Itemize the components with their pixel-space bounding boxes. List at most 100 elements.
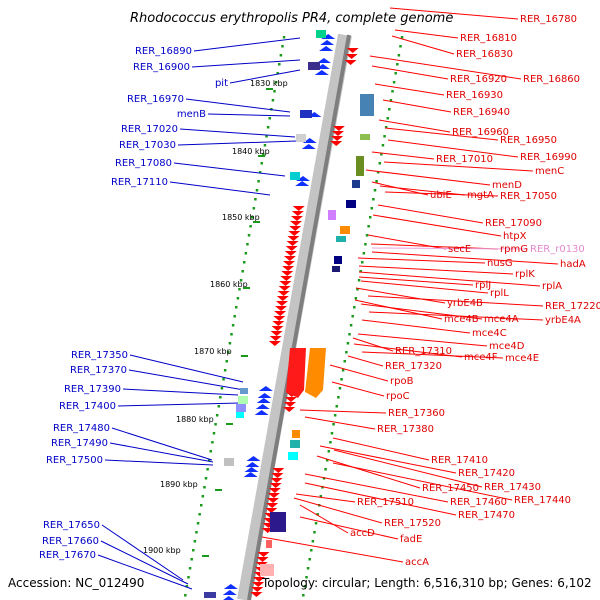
kbp-tick-label: 1890 kbp [160, 480, 198, 489]
gene-label-right: mce4F [464, 352, 498, 363]
gene-label-right: RER_16780 [520, 14, 577, 25]
gene-block [292, 430, 300, 438]
gene-label-right: RER_17520 [384, 518, 441, 529]
leader-line-right [358, 276, 474, 286]
gene-block [296, 134, 306, 142]
rpoB-gene [286, 348, 306, 398]
reverse-gene-arrow [272, 321, 285, 326]
reverse-gene-arrow [270, 478, 283, 483]
tick-dot [346, 342, 350, 345]
gene-label-right: fadE [400, 534, 422, 545]
leader-line-right [371, 251, 559, 265]
gene-label-right: RER_16950 [500, 135, 557, 146]
gene-block [300, 110, 312, 118]
forward-gene-arrow [301, 144, 316, 149]
reverse-gene-arrow [269, 336, 282, 341]
rna-label-right: RER_r0130 [530, 244, 585, 255]
forward-gene-arrow [223, 584, 238, 589]
gene-label-right: menD [492, 180, 522, 191]
leader-line-right [369, 55, 522, 80]
leader-line-left [100, 540, 189, 585]
gene-label-right: RER_17440 [514, 495, 571, 506]
tick-dot [311, 540, 315, 543]
gene-label-left: menB [177, 109, 206, 120]
tick-dot [271, 99, 275, 102]
reverse-gene-arrow [269, 483, 282, 488]
reverse-gene-arrow [267, 498, 280, 503]
reverse-gene-arrow [257, 552, 270, 557]
gene-label-left: RER_16970 [127, 94, 184, 105]
tick-dot [324, 468, 327, 471]
gene-block [360, 94, 374, 116]
tick-dot [338, 387, 342, 390]
gene-label-left: RER_17400 [59, 401, 116, 412]
tick-dot [268, 117, 271, 120]
gene-label-left: pit [215, 78, 228, 89]
tick-dot [356, 288, 359, 291]
tick-dot [378, 162, 382, 165]
gene-label-right: RER_17380 [377, 424, 434, 435]
tick-dot [353, 306, 356, 309]
tick-dot [354, 297, 358, 300]
tick-dot [199, 504, 203, 507]
gene-label-right: RER_17090 [485, 218, 542, 229]
forward-gene-arrow [258, 386, 273, 391]
gene-label-right: mce4D [489, 341, 525, 352]
reverse-gene-arrow [345, 54, 358, 59]
tick-dot [233, 315, 236, 318]
reverse-gene-arrow [275, 301, 288, 306]
topology-text: Topology: circular; Length: 6,516,310 bp… [261, 576, 592, 590]
gene-block [270, 512, 286, 532]
forward-gene-arrow [223, 596, 235, 600]
gene-label-right: mce4C [472, 328, 507, 339]
reverse-gene-arrow [277, 291, 290, 296]
gene-label-left: RER_16890 [135, 46, 192, 57]
gene-features [204, 30, 374, 600]
reverse-gene-arrow [284, 251, 297, 256]
reverse-gene-arrow [288, 231, 301, 236]
reverse-gene-arrow [266, 503, 279, 508]
gene-label-right: rplL [490, 288, 509, 299]
leader-line-right [358, 271, 541, 287]
forward-gene-arrow [314, 70, 329, 75]
reverse-gene-arrow [250, 592, 263, 597]
gene-label-right: RER_17050 [500, 191, 557, 202]
leader-line-right [293, 497, 383, 524]
tick-dot [266, 126, 270, 129]
tick-dot [192, 549, 195, 552]
tick-dot [365, 234, 369, 237]
leader-line-right [352, 337, 394, 352]
tick-dot [388, 108, 391, 111]
gene-label-left: RER_17030 [119, 140, 176, 151]
gene-label-right: rpoB [390, 376, 414, 387]
tick-dot [359, 270, 362, 273]
gene-label-left: RER_17650 [43, 520, 100, 531]
reverse-gene-arrow [274, 311, 287, 316]
tick-dot [308, 558, 311, 561]
accession-text: Accession: NC_012490 [8, 576, 144, 590]
leader-line-right [333, 449, 483, 488]
reverse-gene-arrow [346, 48, 359, 53]
forward-gene-arrow [295, 181, 310, 186]
reverse-gene-arrow [330, 141, 343, 146]
tick-dot [367, 225, 370, 228]
gene-label-left: RER_16900 [133, 62, 190, 73]
leader-line-left [191, 59, 301, 68]
tick-dot [227, 351, 230, 354]
leader-line-right [368, 311, 544, 321]
leader-line-right [374, 83, 445, 96]
tick-dot [209, 450, 213, 453]
forward-gene-arrow [255, 404, 270, 409]
gene-label-right: mce4E [505, 353, 539, 364]
tick-dot [230, 333, 233, 336]
forward-gene-arrow [243, 472, 258, 477]
reverse-gene-arrow [331, 136, 344, 141]
leader-line-right [371, 151, 435, 160]
leader-line-right [347, 355, 384, 367]
gene-block [236, 404, 246, 412]
gene-label-left: RER_17670 [39, 550, 96, 561]
tick-dot [337, 396, 340, 399]
reverse-gene-arrow [332, 126, 345, 131]
gene-label-left: RER_17390 [64, 384, 121, 395]
leader-line-right [378, 119, 451, 133]
